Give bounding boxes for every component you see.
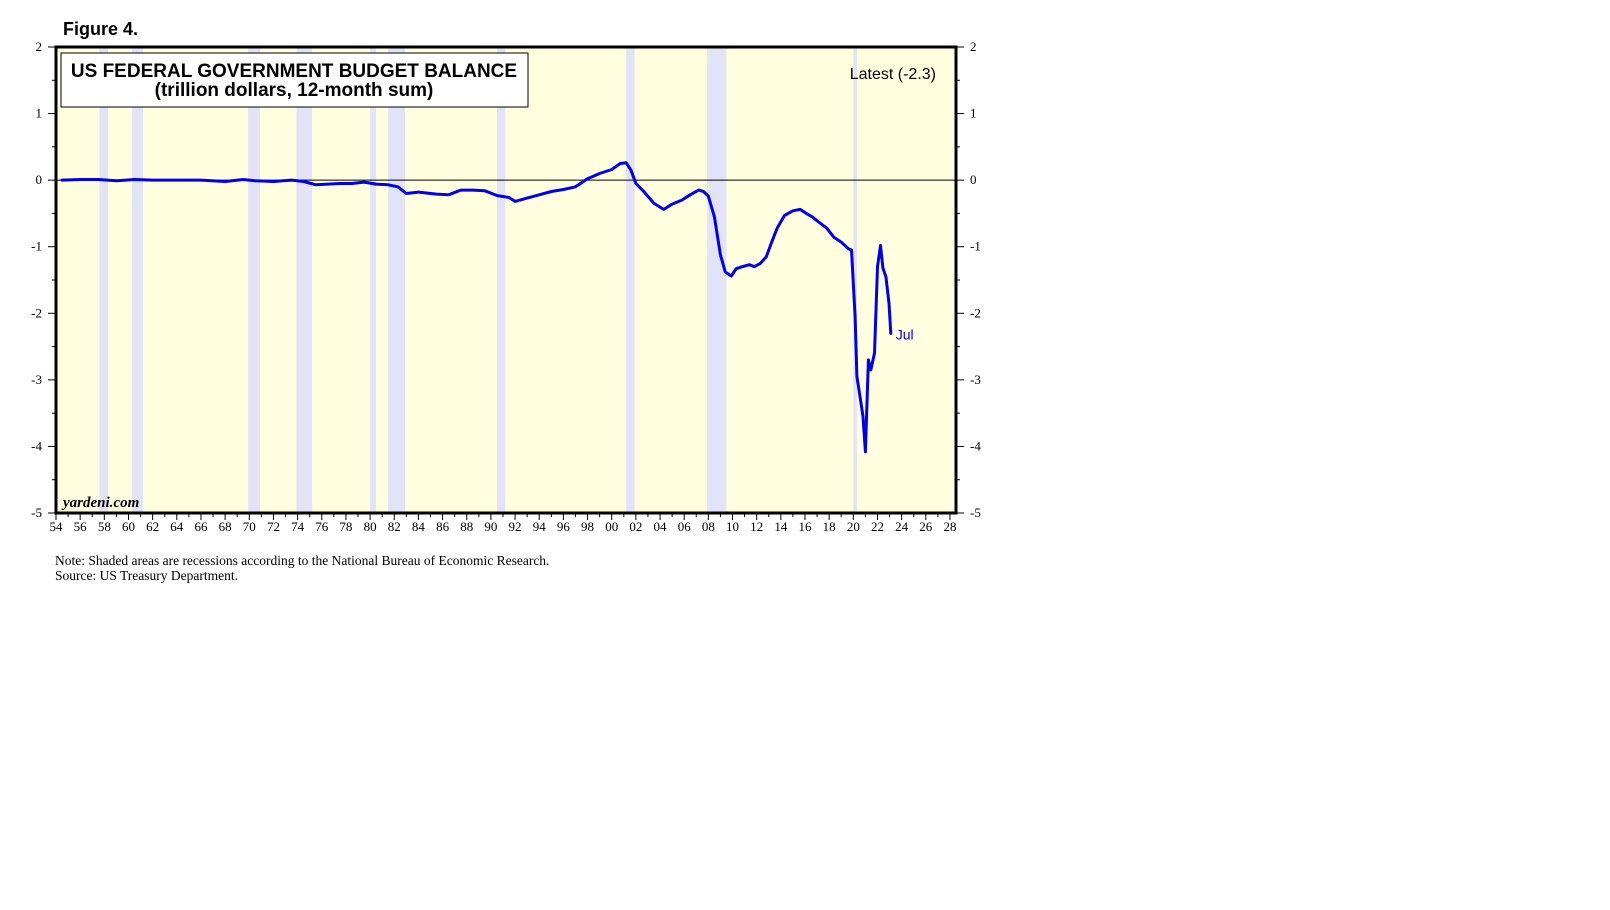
x-tick-label: 58 (98, 519, 111, 534)
recession-band (388, 47, 406, 513)
y-axis-right: 2 1 0 -1 -2 -3 -4 -5 (956, 39, 981, 520)
x-tick-label: 98 (581, 519, 594, 534)
source-credit: yardeni.com (61, 495, 139, 511)
x-tick-label: 74 (291, 519, 305, 534)
x-tick-label: 72 (267, 519, 280, 534)
y-axis-left: 2 1 0 -1 -2 -3 -4 -5 (31, 39, 56, 520)
y-tick-label-right: 2 (970, 39, 977, 54)
y-tick-label-left: 2 (36, 39, 43, 54)
chart-subtitle: (trillion dollars, 12-month sum) (155, 80, 434, 101)
x-tick-label: 90 (484, 519, 497, 534)
x-tick-label: 80 (364, 519, 377, 534)
y-tick-label-left: -2 (31, 305, 42, 320)
x-tick-label: 68 (219, 519, 232, 534)
figure-label: Figure 4. (63, 19, 138, 39)
recession-band (132, 47, 143, 513)
title-box (60, 52, 529, 108)
note-text: Note: Shaded areas are recessions accord… (55, 553, 549, 568)
recession-band (853, 47, 857, 513)
x-tick-label: 96 (557, 519, 571, 534)
x-tick-label: 76 (315, 519, 329, 534)
recession-shading (99, 47, 857, 513)
x-tick-label: 92 (509, 519, 522, 534)
x-tick-label: 56 (74, 519, 88, 534)
y-tick-label-right: -1 (970, 239, 981, 254)
y-tick-label-left: -5 (31, 505, 42, 520)
x-tick-label: 66 (194, 519, 208, 534)
x-tick-label: 78 (339, 519, 352, 534)
x-tick-label: 06 (678, 519, 692, 534)
y-tick-label-right: 0 (970, 172, 977, 187)
y-tick-label-left: 1 (36, 106, 43, 121)
recession-band (99, 47, 108, 513)
x-tick-label: 54 (50, 519, 64, 534)
plot-background (56, 47, 956, 513)
x-tick-label: 64 (170, 519, 184, 534)
x-tick-label: 04 (654, 519, 668, 534)
x-tick-label: 82 (388, 519, 401, 534)
recession-band (626, 47, 635, 513)
x-axis: 54 56 58 60 62 64 66 68 70 72 74 76 78 80 82 84 86 88 90 92… (50, 513, 956, 534)
recession-band (248, 47, 261, 513)
recession-band (707, 47, 727, 513)
x-tick-label: 24 (895, 519, 909, 534)
x-tick-label: 18 (823, 519, 836, 534)
y-tick-label-right: -3 (970, 372, 981, 387)
y-tick-label-right: -4 (970, 438, 981, 453)
x-tick-label: 08 (702, 519, 715, 534)
x-tick-label: 70 (243, 519, 256, 534)
recession-band (296, 47, 313, 513)
recession-band (496, 47, 506, 513)
y-tick-label-right: -2 (970, 305, 981, 320)
y-tick-label-right: -5 (970, 505, 981, 520)
series-line-budget-balance (60, 161, 893, 454)
x-tick-label: 26 (919, 519, 933, 534)
y-tick-label-left: -3 (31, 372, 42, 387)
x-tick-label: 94 (533, 519, 547, 534)
x-tick-label: 22 (871, 519, 884, 534)
recession-band (370, 47, 377, 513)
x-tick-label: 16 (798, 519, 812, 534)
latest-value-annotation: Latest (-2.3) (850, 66, 936, 83)
x-tick-label: 28 (943, 519, 956, 534)
y-tick-label-left: 0 (36, 172, 43, 187)
x-tick-label: 10 (726, 519, 739, 534)
y-tick-label-left: -1 (31, 239, 42, 254)
x-tick-label: 12 (750, 519, 763, 534)
chart-title: US FEDERAL GOVERNMENT BUDGET BALANCE (71, 61, 517, 82)
x-tick-label: 62 (146, 519, 159, 534)
y-tick-label-left: -4 (31, 438, 42, 453)
series-end-label: Jul (896, 326, 914, 342)
x-tick-label: 84 (412, 519, 426, 534)
y-tick-label-right: 1 (970, 106, 977, 121)
x-tick-label: 86 (436, 519, 450, 534)
x-tick-label: 88 (460, 519, 473, 534)
x-tick-label: 02 (629, 519, 642, 534)
x-tick-label: 20 (847, 519, 860, 534)
x-tick-label: 60 (122, 519, 135, 534)
x-tick-label: 00 (605, 519, 618, 534)
source-text: Source: US Treasury Department. (55, 568, 238, 583)
x-tick-label: 14 (774, 519, 788, 534)
